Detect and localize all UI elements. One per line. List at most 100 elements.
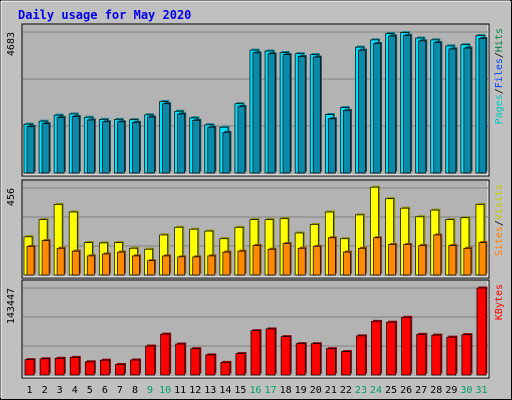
legend-entry: Visits	[494, 184, 505, 220]
bar-kbytes	[39, 358, 50, 376]
x-tick-label: 13	[204, 385, 216, 396]
x-tick-label: 10	[159, 385, 171, 396]
x-tick-label: 24	[370, 385, 382, 396]
x-tick-label: 7	[117, 385, 123, 396]
x-tick-label: 20	[310, 385, 322, 396]
bar-files	[222, 132, 231, 174]
bar-sites	[418, 245, 427, 276]
bar-kbytes	[356, 335, 366, 376]
bar-kbytes	[235, 353, 246, 376]
x-tick-label: 26	[400, 385, 412, 396]
bar-kbytes	[115, 364, 125, 376]
bar-kbytes	[160, 333, 170, 376]
legend-entry: /	[494, 88, 505, 94]
bar-sites	[388, 244, 396, 276]
bar-sites	[237, 250, 246, 276]
bar-kbytes	[205, 354, 216, 376]
legend-visits-sites: Sites/Visits	[494, 184, 505, 256]
x-tick-label: 17	[265, 385, 277, 396]
bar-kbytes	[145, 345, 155, 376]
legend-entry: /	[494, 52, 505, 58]
x-tick-label: 6	[102, 385, 108, 396]
bar-files	[282, 54, 291, 174]
bar-sites	[433, 234, 442, 276]
x-tick-label: 23	[355, 385, 367, 396]
bar-files	[132, 122, 140, 174]
bar-kbytes	[476, 287, 487, 376]
bar-kbytes	[461, 334, 472, 376]
bar-kbytes	[99, 359, 110, 376]
bar-kbytes	[416, 334, 427, 376]
x-tick-label: 30	[460, 385, 472, 396]
bar-sites	[132, 255, 140, 276]
bar-kbytes	[371, 321, 381, 376]
legend-entry: KBytes	[494, 284, 505, 320]
bar-kbytes	[325, 348, 336, 376]
bar-sites	[222, 251, 231, 276]
bar-files	[327, 118, 336, 174]
bar-files	[267, 53, 276, 174]
x-tick-label: 19	[295, 385, 307, 396]
bar-sites	[56, 247, 65, 276]
bar-files	[56, 116, 65, 174]
x-tick-label: 14	[219, 385, 231, 396]
legend-entry: Hits	[494, 28, 505, 52]
bar-sites	[373, 237, 381, 276]
legend-entry: Sites	[494, 226, 505, 256]
bar-files	[433, 42, 442, 174]
panel-kbytes: 143447 KBytes	[6, 279, 505, 379]
bar-files	[418, 40, 427, 174]
bar-sites	[267, 248, 276, 276]
bar-sites	[26, 246, 35, 276]
bar-sites	[147, 260, 155, 276]
bar-kbytes	[54, 357, 65, 376]
x-tick-label: 4	[72, 385, 78, 396]
bar-sites	[343, 251, 351, 276]
bar-files	[101, 121, 110, 174]
bar-kbytes	[69, 357, 80, 376]
bar-files	[388, 35, 396, 174]
legend-hits-files: Pages/Files/Hits	[494, 28, 505, 124]
bar-sites	[86, 255, 95, 276]
x-tick-label: 15	[234, 385, 246, 396]
x-tick-label: 12	[189, 385, 201, 396]
bar-sites	[478, 242, 487, 276]
x-tick-label: 22	[340, 385, 352, 396]
bar-files	[237, 106, 246, 174]
x-tick-label: 9	[147, 385, 153, 396]
x-tick-label: 1	[27, 385, 33, 396]
bar-kbytes	[341, 351, 351, 376]
bar-files	[117, 121, 125, 174]
chart-title: Daily usage for May 2020	[18, 8, 191, 22]
bar-sites	[358, 247, 366, 276]
max-label: 4683	[6, 32, 17, 56]
x-tick-label: 31	[475, 385, 487, 396]
bar-files	[252, 52, 261, 174]
bar-files	[358, 49, 366, 174]
bar-kbytes	[386, 321, 396, 376]
bar-sites	[403, 244, 412, 276]
legend-kbytes: KBytes	[494, 284, 505, 320]
bar-files	[373, 43, 381, 174]
x-tick-label: 2	[42, 385, 48, 396]
bar-files	[312, 56, 321, 174]
x-tick-label: 27	[415, 385, 427, 396]
x-tick-label: 5	[87, 385, 93, 396]
bar-kbytes	[280, 336, 291, 376]
x-tick-labels: 1 2 3 4 5 6 7 8 9 10 11 12 13 14 15 16 17 18 19 20 21 22 23 24 2…	[27, 385, 488, 396]
bar-kbytes	[175, 343, 186, 376]
x-tick-label: 16	[249, 385, 261, 396]
bar-kbytes	[265, 328, 276, 376]
bar-files	[448, 48, 457, 174]
bar-sites	[207, 255, 216, 276]
bar-kbytes	[220, 362, 231, 376]
bar-sites	[448, 245, 457, 276]
bar-kbytes	[295, 343, 306, 376]
bar-files	[177, 113, 186, 174]
bar-files	[403, 35, 412, 174]
bar-files	[86, 119, 95, 174]
bar-sites	[192, 256, 201, 276]
bar-files	[41, 123, 50, 174]
bar-sites	[41, 240, 50, 276]
